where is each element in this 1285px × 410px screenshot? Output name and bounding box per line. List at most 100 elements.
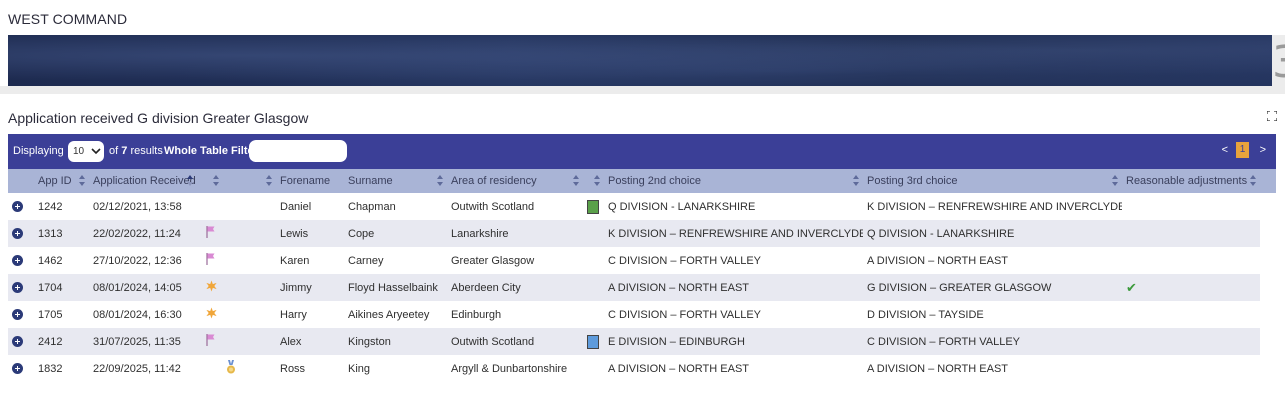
cell-forename: Lewis [276,220,344,247]
cell-flag-b [223,328,276,355]
expand-row-icon[interactable] [12,282,23,294]
column-header-flag-a[interactable] [197,169,223,193]
cell-posting2: C DIVISION – FORTH VALLEY [604,301,863,328]
cell-adjust [1122,193,1260,220]
sort-icon [79,175,85,186]
cell-received: 27/10/2022, 12:36 [89,247,197,274]
medal-icon [225,359,237,378]
cell-flag-a [197,193,223,220]
table-row[interactable]: 1704 08/01/2024, 14:05 Jimmy Floyd Hasselba… [8,274,1276,301]
column-header-app-id[interactable]: App ID [34,169,89,193]
cell-received: 02/12/2021, 13:58 [89,193,197,220]
cell-area: Aberdeen City [447,274,583,301]
expand-row-icon[interactable] [12,309,23,321]
table-toolbar: Displaying 10 of 7 results Whole Table F… [8,134,1276,169]
cell-forename: Jimmy [276,274,344,301]
cell-posting2: Q DIVISION - LANARKSHIRE [604,193,863,220]
cell-app-id: 1462 [34,247,89,274]
cell-flag-b [223,220,276,247]
cell-flag-c [583,301,604,328]
column-header-area[interactable]: Area of residency [447,169,583,193]
checkmark-icon: ✔ [1126,279,1137,295]
orange-star-icon [205,307,218,323]
column-header-flag-b[interactable] [223,169,276,193]
row-spacer [1260,193,1276,220]
cell-received: 08/01/2024, 16:30 [89,301,197,328]
green-square-icon [587,199,599,214]
cell-posting2: C DIVISION – FORTH VALLEY [604,247,863,274]
cell-surname: Aikines Aryeetey [344,301,447,328]
cell-flag-a [197,355,223,382]
column-header-received[interactable]: Application Received [89,169,197,193]
table-row[interactable]: 1313 22/02/2022, 11:24 Lewis Cope Lanarkshir… [8,220,1276,247]
table-row[interactable]: 1705 08/01/2024, 16:30 Harry Aikines Aryeet… [8,301,1276,328]
prev-page-button[interactable]: < [1221,144,1228,156]
org-title: WEST COMMAND [8,11,128,27]
cell-area: Lanarkshire [447,220,583,247]
expand-cell[interactable] [8,274,34,301]
column-header-posting3[interactable]: Posting 3rd choice [863,169,1122,193]
cell-flag-c [583,193,604,220]
expand-cell[interactable] [8,328,34,355]
table-filter-input[interactable] [249,140,347,162]
row-spacer [1260,274,1276,301]
sort-icon [213,175,219,186]
column-header-surname[interactable]: Surname [344,169,447,193]
cell-posting3: K DIVISION – RENFREWSHIRE AND INVERCLYDE [863,193,1122,220]
header-banner [8,35,1272,86]
expand-cell[interactable] [8,220,34,247]
cell-surname: Chapman [344,193,447,220]
pink-flag-icon [205,226,217,242]
sort-icon [573,175,579,186]
cell-forename: Daniel [276,193,344,220]
cell-flag-a [197,247,223,274]
table-row[interactable]: 1832 22/09/2025, 11:42 Ross King Argyll & Du… [8,355,1276,382]
expand-row-icon[interactable] [12,201,23,213]
cell-flag-b [223,301,276,328]
pink-flag-icon [205,334,217,350]
banner-edge-glyph: 3 [1272,37,1285,86]
table-row[interactable]: 2412 31/07/2025, 11:35 Alex Kingston Outwith… [8,328,1276,355]
expand-cell[interactable] [8,301,34,328]
cell-surname: Carney [344,247,447,274]
sort-icon [1112,175,1118,186]
cell-adjust [1122,355,1260,382]
cell-flag-c [583,328,604,355]
cell-flag-a [197,220,223,247]
expand-cell[interactable] [8,355,34,382]
cell-posting3: A DIVISION – NORTH EAST [863,355,1122,382]
expand-row-icon[interactable] [12,336,23,348]
expand-row-icon[interactable] [12,228,23,240]
displaying-label: Displaying [13,145,64,157]
cell-posting2: E DIVISION – EDINBURGH [604,328,863,355]
cell-adjust [1122,220,1260,247]
expand-cell[interactable] [8,247,34,274]
cell-posting3: A DIVISION – NORTH EAST [863,247,1122,274]
cell-flag-b [223,247,276,274]
cell-area: Edinburgh [447,301,583,328]
page-size-value: 10 [73,146,85,157]
current-page-button[interactable]: 1 [1236,142,1249,158]
expand-row-icon[interactable] [12,255,23,267]
cell-posting3: G DIVISION – GREATER GLASGOW [863,274,1122,301]
column-header-flag-c[interactable] [583,169,604,193]
fullscreen-icon[interactable] [1267,111,1277,121]
column-header-forename[interactable]: Forename [276,169,344,193]
cell-flag-a [197,274,223,301]
table-row[interactable]: 1242 02/12/2021, 13:58 Daniel Chapman Outwit… [8,193,1276,220]
row-spacer [1260,247,1276,274]
expand-cell[interactable] [8,193,34,220]
filter-label: Whole Table Filter [164,145,258,157]
chevron-down-icon [91,148,101,155]
column-header-adjustments[interactable]: Reasonable adjustments [1122,169,1260,193]
sort-icon [437,175,443,186]
blue-square-icon [587,334,599,349]
page-size-select[interactable]: 10 [68,141,104,162]
table-row[interactable]: 1462 27/10/2022, 12:36 Karen Carney Greater … [8,247,1276,274]
row-spacer [1260,220,1276,247]
cell-app-id: 1705 [34,301,89,328]
next-page-button[interactable]: > [1259,144,1266,156]
expand-row-icon[interactable] [12,363,23,375]
cell-flag-a [197,301,223,328]
column-header-posting2[interactable]: Posting 2nd choice [604,169,863,193]
